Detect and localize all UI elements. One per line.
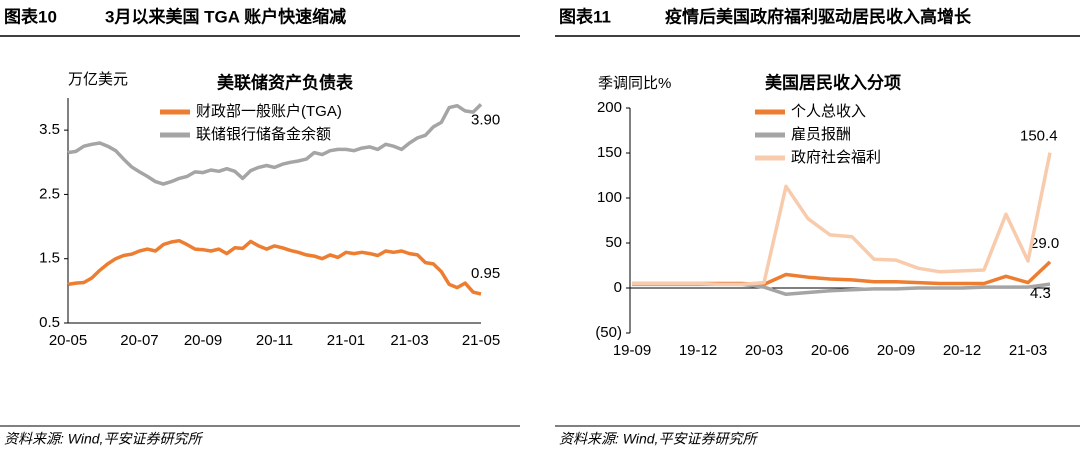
y-tick-label: 3.5 — [39, 121, 60, 138]
legend-label: 个人总收入 — [791, 103, 866, 120]
x-tick-label: 20-09 — [877, 342, 915, 359]
x-tick-label: 20-09 — [184, 332, 222, 349]
y-axis-label: 万亿美元 — [68, 71, 128, 88]
series-line — [632, 282, 1051, 297]
y-tick-label: (50) — [595, 324, 622, 341]
figure-number: 图表11 — [559, 6, 611, 26]
figure-header: 3月以来美国 TGA 账户快速缩减 — [105, 6, 346, 26]
source: 资料来源: Wind,平安证券研究所 — [4, 431, 203, 447]
y-tick-label: 0.5 — [39, 314, 60, 331]
chart-title: 美联储资产负债表 — [217, 72, 354, 92]
y-tick-label: 150 — [597, 144, 622, 161]
x-tick-label: 20-03 — [745, 342, 783, 359]
x-tick-label: 20-12 — [943, 342, 981, 359]
legend-label: 政府社会福利 — [791, 149, 881, 166]
source: 资料来源: Wind,平安证券研究所 — [559, 431, 758, 447]
y-axis-label: 季调同比% — [598, 75, 671, 92]
data-label: 150.4 — [1020, 128, 1058, 145]
data-label: 4.3 — [1030, 285, 1051, 302]
y-tick-label: 50 — [605, 234, 622, 251]
y-tick-label: 2.5 — [39, 185, 60, 202]
legend-label: 联储银行储备金余额 — [196, 125, 331, 143]
chart-title: 美国居民收入分项 — [765, 72, 901, 92]
x-tick-label: 20-11 — [256, 332, 293, 349]
y-tick-label: 100 — [597, 189, 622, 206]
series-line — [632, 152, 1052, 287]
y-tick-label: 0 — [614, 279, 622, 296]
legend-label: 雇员报酬 — [791, 126, 851, 143]
x-tick-label: 19-09 — [613, 342, 651, 359]
y-tick-label: 200 — [597, 99, 622, 116]
y-tick-label: 1.5 — [39, 250, 60, 267]
data-label: 29.0 — [1030, 235, 1059, 252]
x-tick-label: 19-12 — [679, 342, 717, 359]
x-tick-label: 21-01 — [327, 332, 365, 349]
data-label: 0.95 — [471, 265, 500, 282]
x-tick-label: 20-07 — [120, 332, 158, 349]
figure-header: 疫情后美国政府福利驱动居民收入高增长 — [665, 6, 972, 26]
figure-number: 图表10 — [4, 6, 57, 26]
x-tick-label: 20-05 — [49, 332, 87, 349]
data-label: 3.90 — [471, 111, 500, 128]
series-line — [67, 238, 482, 296]
x-tick-label: 21-03 — [390, 332, 428, 349]
legend-label: 财政部一般账户(TGA) — [196, 103, 342, 120]
x-tick-label: 21-03 — [1009, 342, 1047, 359]
x-tick-label: 20-06 — [811, 342, 849, 359]
x-tick-label: 21-05 — [462, 332, 500, 349]
series-line — [67, 103, 483, 186]
